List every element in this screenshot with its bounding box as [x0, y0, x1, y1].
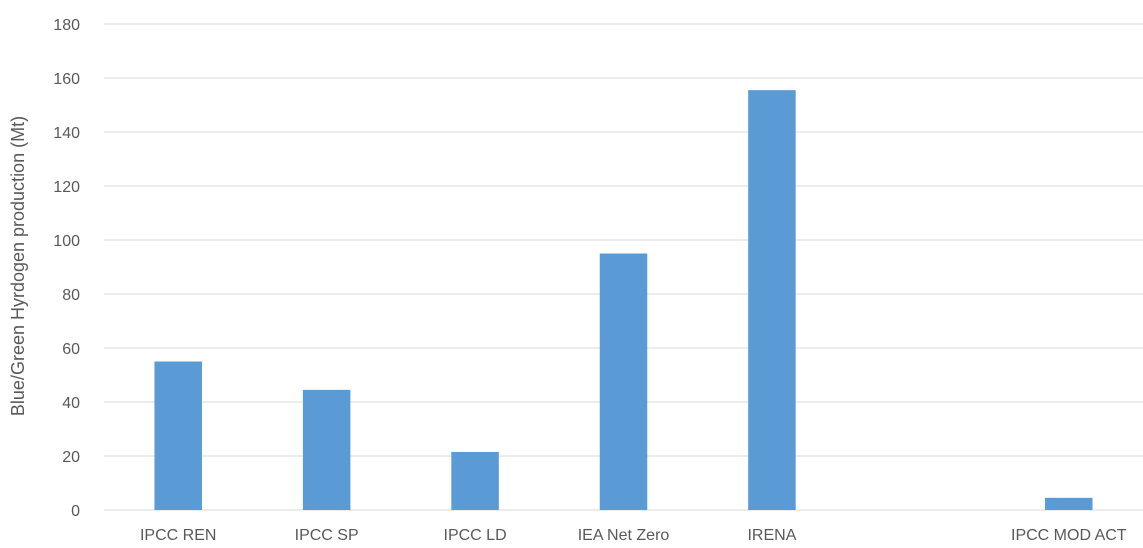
- bar-ipcc-ld: [451, 451, 499, 510]
- x-tick-label: IPCC REN: [140, 527, 216, 544]
- bar-ipcc-ren: [154, 361, 202, 510]
- y-tick-label: 40: [62, 395, 80, 412]
- y-axis-title: Blue/Green Hyrdogen production (Mt): [8, 116, 28, 416]
- x-tick-label: IPCC MOD ACT: [1011, 527, 1127, 544]
- x-tick-label: IPCC LD: [444, 527, 507, 544]
- y-tick-label: 180: [53, 17, 80, 34]
- y-tick-label: 60: [62, 341, 80, 358]
- y-tick-label: 100: [53, 233, 80, 250]
- y-tick-label: 160: [53, 71, 80, 88]
- x-tick-label: IRENA: [747, 527, 796, 544]
- bar-ipcc-sp: [302, 389, 351, 510]
- y-tick-label: 80: [62, 287, 80, 304]
- bar-irena: [748, 90, 796, 511]
- y-tick-label: 140: [53, 125, 80, 142]
- y-tick-label: 20: [62, 449, 80, 466]
- y-axis-ticks: 0 20 40 60 80 100 120 140 160 180: [53, 17, 80, 520]
- bar-ipcc-mod-act: [1045, 497, 1093, 510]
- x-tick-label: IEA Net Zero: [578, 527, 670, 544]
- x-tick-label: IPCC SP: [295, 527, 359, 544]
- bars: [154, 90, 1093, 511]
- x-axis-ticks: IPCC REN IPCC SP IPCC LD IEA Net Zero IRENA I…: [140, 527, 1127, 544]
- bar-iea-net-zero: [599, 253, 648, 510]
- y-tick-label: 120: [53, 179, 80, 196]
- y-tick-label: 0: [71, 503, 80, 520]
